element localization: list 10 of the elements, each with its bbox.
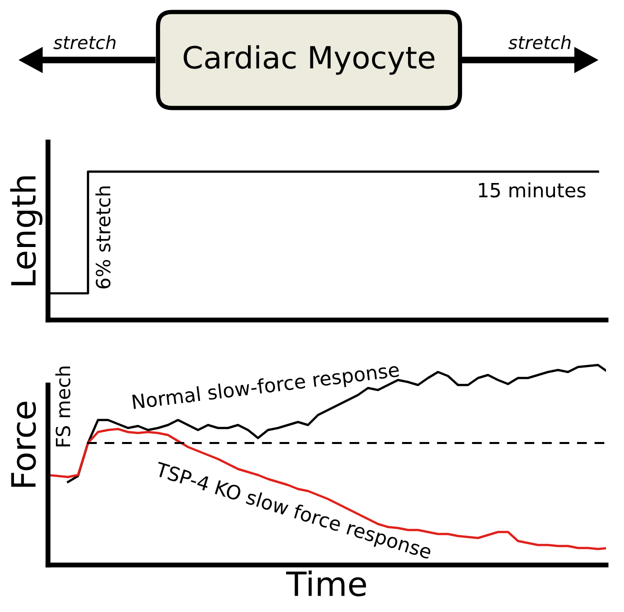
annotation: FS mech [55,366,70,446]
y-axis-title: Length [10,176,42,286]
annotation: 15 minutes [478,182,586,198]
annotation: 6% stretch [95,186,110,288]
x-axis-title: Time [286,570,366,596]
y-axis-title: Force [11,402,36,487]
text: Normal slow-force response [132,362,400,413]
text: stretch [53,35,116,50]
text: stretch [508,35,571,50]
text: Cardiac Myocyte [184,45,434,75]
